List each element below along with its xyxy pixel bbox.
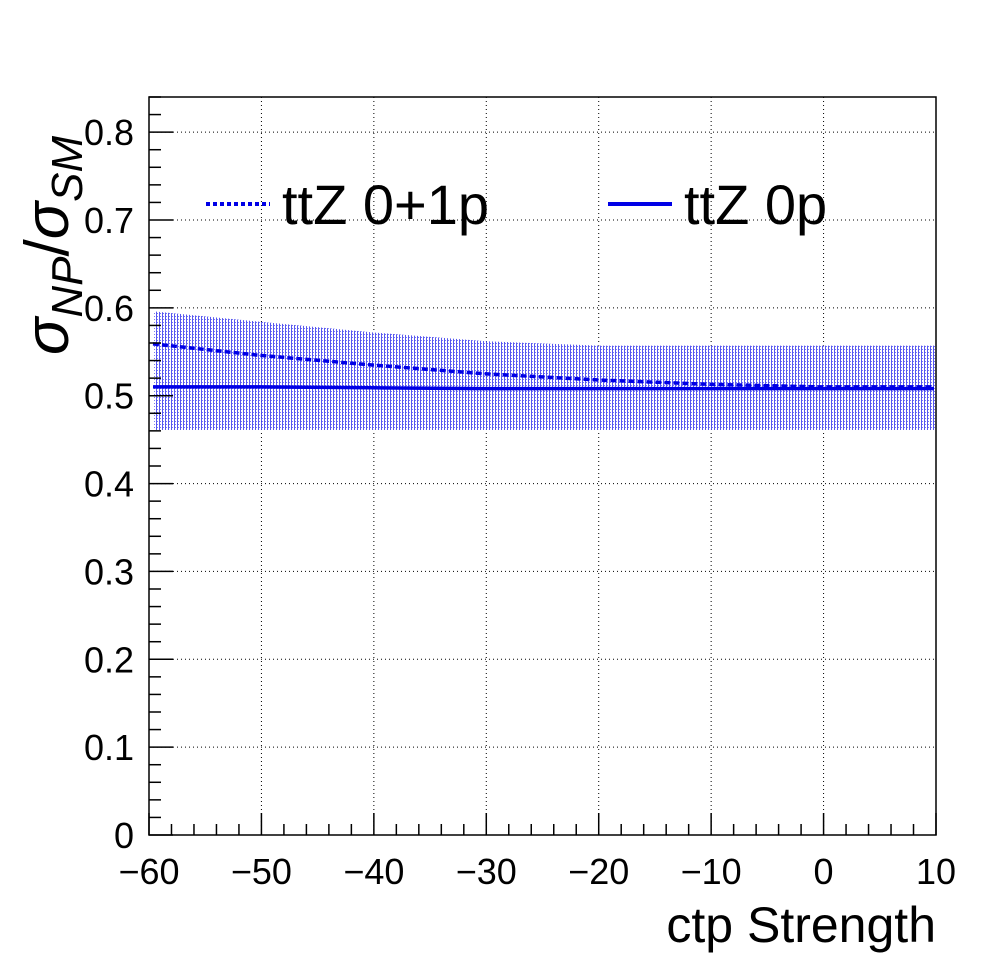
x-axis-title: ctp Strength bbox=[666, 897, 936, 953]
x-tick-label: −40 bbox=[343, 851, 404, 892]
y-axis-title-sigma-np: σ bbox=[13, 315, 82, 355]
y-axis-title-slash: / bbox=[13, 238, 82, 256]
y-axis-title-np: NP bbox=[43, 256, 92, 318]
y-axis-title-sigma-sm: σ bbox=[13, 199, 82, 239]
y-tick-label: 0.1 bbox=[84, 727, 134, 768]
y-tick-label: 0 bbox=[114, 815, 134, 856]
svg-text:σNP/σSM: σNP/σSM bbox=[13, 136, 92, 355]
x-tick-label: −50 bbox=[231, 851, 292, 892]
x-tick-label: −60 bbox=[118, 851, 179, 892]
series-line-ttz-0p bbox=[153, 387, 934, 389]
x-tick-label: 10 bbox=[916, 851, 956, 892]
legend-label-ttz-0p: ttZ 0p bbox=[684, 173, 827, 236]
x-tick-label: −10 bbox=[681, 851, 742, 892]
y-tick-label: 0.7 bbox=[84, 200, 134, 241]
y-axis-title-sm: SM bbox=[43, 136, 92, 202]
y-tick-label: 0.3 bbox=[84, 551, 134, 592]
uncertainty-band bbox=[154, 311, 936, 430]
legend-label-ttz-0p1p: ttZ 0+1p bbox=[282, 173, 489, 236]
y-tick-label: 0.2 bbox=[84, 639, 134, 680]
x-tick-label: 0 bbox=[814, 851, 834, 892]
y-axis-title: σNP/σSM bbox=[13, 136, 92, 355]
x-tick-label: −30 bbox=[456, 851, 517, 892]
legend: ttZ 0+1p ttZ 0p bbox=[206, 173, 827, 236]
uncertainty-band-group bbox=[154, 311, 936, 430]
y-tick-label: 0.5 bbox=[84, 376, 134, 417]
y-tick-label: 0.4 bbox=[84, 464, 134, 505]
x-tick-label: −20 bbox=[568, 851, 629, 892]
